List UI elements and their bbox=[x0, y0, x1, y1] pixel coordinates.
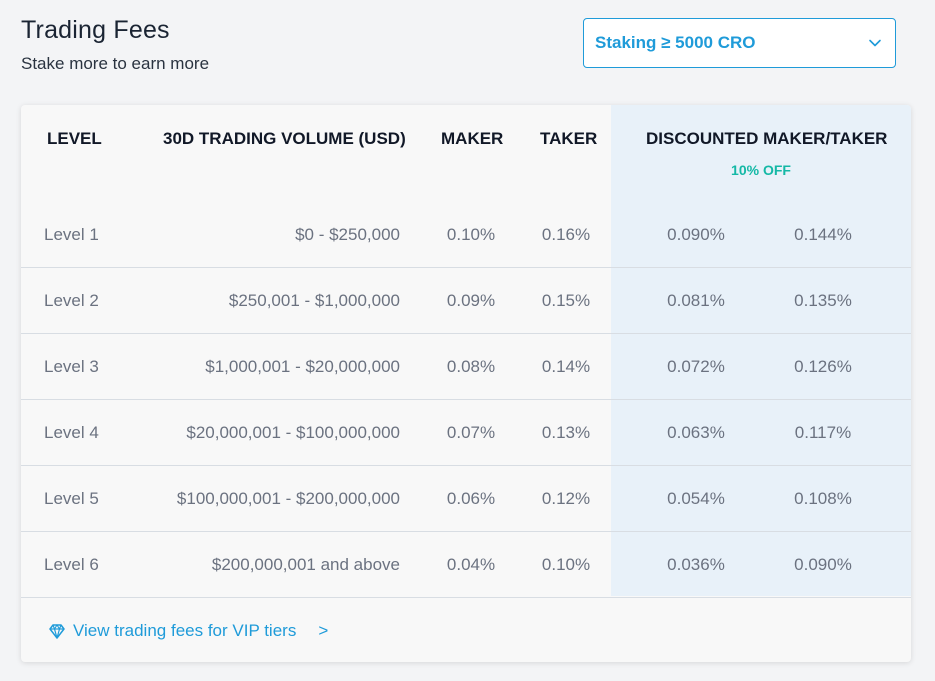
row-discounted-taker-fee: 0.144% bbox=[794, 225, 852, 244]
row-maker-fee: 0.09% bbox=[446, 291, 496, 310]
row-level: Level 6 bbox=[44, 555, 99, 574]
vip-fees-link-label: View trading fees for VIP tiers bbox=[73, 621, 297, 640]
page-subtitle: Stake more to earn more bbox=[21, 54, 210, 73]
row-divider bbox=[21, 597, 911, 598]
discount-badge: 10% OFF bbox=[731, 162, 791, 178]
row-discounted-maker-fee: 0.054% bbox=[667, 489, 725, 508]
row-discounted-taker-fee: 0.126% bbox=[794, 357, 852, 376]
column-header-level: LEVEL bbox=[47, 129, 102, 148]
row-maker-fee: 0.08% bbox=[446, 357, 496, 376]
row-level: Level 4 bbox=[44, 423, 99, 442]
staking-tier-select[interactable]: Staking ≥ 5000 CRO bbox=[583, 18, 896, 68]
row-divider bbox=[21, 531, 911, 532]
row-discounted-taker-fee: 0.108% bbox=[794, 489, 852, 508]
row-divider bbox=[21, 465, 911, 466]
chevron-down-icon bbox=[869, 39, 881, 47]
row-maker-fee: 0.07% bbox=[446, 423, 496, 442]
table-row: Level 4 $20,000,001 - $100,000,000 0.07%… bbox=[21, 400, 911, 466]
table-row: Level 1 $0 - $250,000 0.10% 0.16% 0.090%… bbox=[21, 202, 911, 268]
row-taker-fee: 0.12% bbox=[541, 489, 591, 508]
diamond-icon bbox=[49, 623, 65, 639]
row-volume: $20,000,001 - $100,000,000 bbox=[186, 423, 400, 442]
row-taker-fee: 0.10% bbox=[541, 555, 591, 574]
row-maker-fee: 0.10% bbox=[446, 225, 496, 244]
row-volume: $200,000,001 and above bbox=[211, 555, 400, 574]
row-discounted-taker-fee: 0.117% bbox=[794, 423, 852, 442]
row-taker-fee: 0.13% bbox=[541, 423, 591, 442]
row-level: Level 1 bbox=[44, 225, 99, 244]
column-header-maker: MAKER bbox=[441, 129, 504, 148]
row-volume: $100,000,001 - $200,000,000 bbox=[176, 489, 400, 508]
fees-table-card: LEVEL 30D TRADING VOLUME (USD) MAKER TAK… bbox=[21, 105, 911, 662]
row-volume: $0 - $250,000 bbox=[295, 225, 400, 244]
row-level: Level 5 bbox=[44, 489, 99, 508]
row-level: Level 2 bbox=[44, 291, 99, 310]
row-discounted-maker-fee: 0.036% bbox=[667, 555, 725, 574]
row-volume: $250,001 - $1,000,000 bbox=[228, 291, 400, 310]
row-taker-fee: 0.16% bbox=[541, 225, 591, 244]
row-volume: $1,000,001 - $20,000,000 bbox=[205, 357, 400, 376]
vip-fees-link[interactable]: View trading fees for VIP tiers > bbox=[49, 621, 328, 641]
table-row: Level 6 $200,000,001 and above 0.04% 0.1… bbox=[21, 532, 911, 598]
row-discounted-maker-fee: 0.072% bbox=[667, 357, 725, 376]
column-header-discounted: DISCOUNTED MAKER/TAKER bbox=[646, 129, 888, 148]
chevron-right-icon: > bbox=[318, 621, 329, 640]
column-header-volume: 30D TRADING VOLUME (USD) bbox=[163, 129, 406, 148]
row-discounted-maker-fee: 0.090% bbox=[667, 225, 725, 244]
row-discounted-taker-fee: 0.090% bbox=[794, 555, 852, 574]
row-taker-fee: 0.14% bbox=[541, 357, 591, 376]
table-row: Level 5 $100,000,001 - $200,000,000 0.06… bbox=[21, 466, 911, 532]
row-discounted-maker-fee: 0.081% bbox=[667, 291, 725, 310]
table-row: Level 3 $1,000,001 - $20,000,000 0.08% 0… bbox=[21, 334, 911, 400]
page-title: Trading Fees bbox=[21, 16, 170, 44]
row-divider bbox=[21, 267, 911, 268]
staking-tier-select-value: Staking ≥ 5000 CRO bbox=[595, 33, 756, 52]
row-taker-fee: 0.15% bbox=[541, 291, 591, 310]
row-divider bbox=[21, 399, 911, 400]
discounted-column-highlight bbox=[611, 105, 911, 596]
row-maker-fee: 0.04% bbox=[446, 555, 496, 574]
row-discounted-taker-fee: 0.135% bbox=[794, 291, 852, 310]
column-header-taker: TAKER bbox=[540, 129, 598, 148]
row-divider bbox=[21, 333, 911, 334]
row-level: Level 3 bbox=[44, 357, 99, 376]
row-discounted-maker-fee: 0.063% bbox=[667, 423, 725, 442]
table-row: Level 2 $250,001 - $1,000,000 0.09% 0.15… bbox=[21, 268, 911, 334]
row-maker-fee: 0.06% bbox=[446, 489, 496, 508]
